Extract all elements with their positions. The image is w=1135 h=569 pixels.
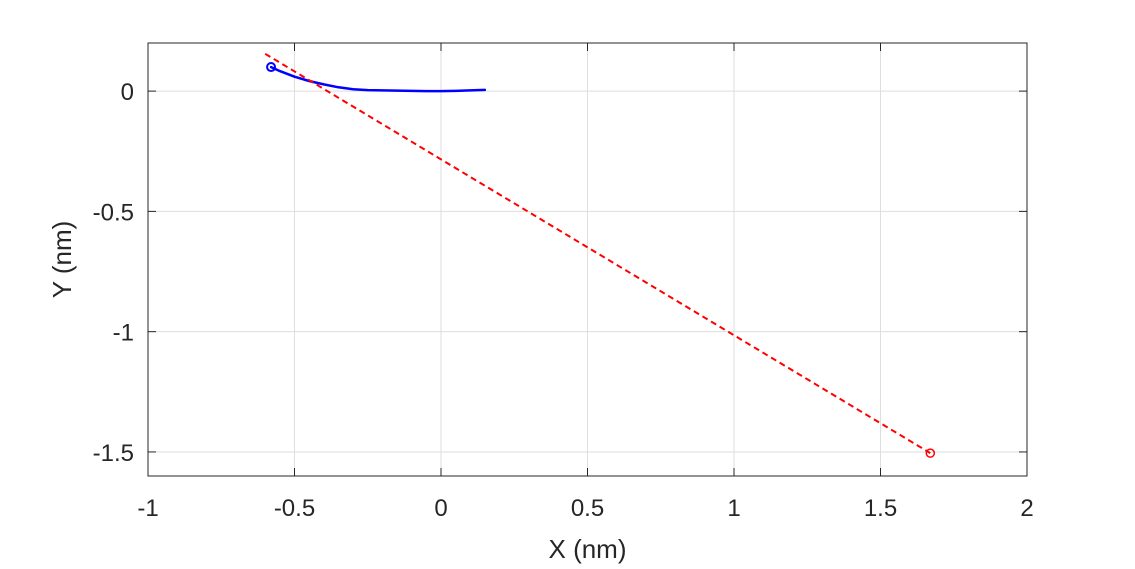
x-tick-label: 0 — [434, 495, 447, 522]
y-axis-label: Y (nm) — [47, 221, 77, 299]
series-line-2 — [264, 52, 931, 454]
y-tick-label: 0 — [121, 79, 134, 106]
y-tick-label: -0.5 — [93, 199, 134, 226]
axis-ticks: -1 -0.5 0 0.5 1 1.5 2 0 -0.5 -1 -1.5 — [93, 43, 1034, 522]
x-tick-label: 2 — [1020, 495, 1033, 522]
x-tick-label: -0.5 — [274, 495, 315, 522]
series-line-1 — [269, 65, 487, 93]
y-tick-label: -1 — [113, 320, 134, 347]
series-2-end-marker — [925, 448, 936, 458]
x-tick-label: 1.5 — [864, 495, 897, 522]
x-tick-label: 1 — [727, 495, 740, 522]
grid — [147, 43, 1028, 476]
x-tick-label: 0.5 — [571, 495, 604, 522]
x-axis-label: X (nm) — [549, 534, 627, 564]
series-1-start-marker — [266, 62, 277, 73]
plot-series — [264, 52, 936, 458]
x-tick-label: -1 — [137, 495, 158, 522]
y-tick-label: -1.5 — [93, 440, 134, 467]
